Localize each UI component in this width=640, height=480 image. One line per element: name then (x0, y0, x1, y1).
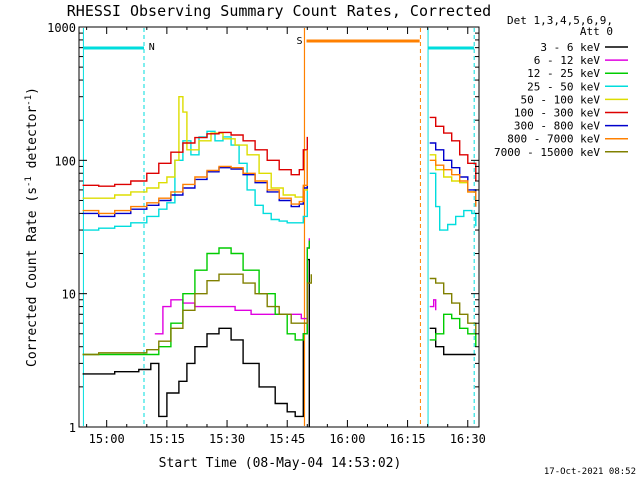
y-axis-label: Corrected Count Rate (s-1 detector-1) (24, 87, 40, 367)
series-line-1 (154, 238, 310, 335)
series-line-2 (82, 240, 310, 356)
footer-timestamp: 17-Oct-2021 08:52 (544, 467, 636, 477)
series-line-right-3 (429, 172, 477, 231)
legend-header: Det 1,3,4,5,6,9, (507, 14, 613, 27)
legend-label: 12 - 25 keV (527, 67, 600, 80)
chart-title: RHESSI Observing Summary Count Rates, Co… (67, 2, 491, 20)
legend-label: 100 - 300 keV (514, 107, 600, 120)
legend-label: 7000 - 15000 keV (494, 146, 600, 159)
series-line-7 (82, 149, 308, 215)
series-line-4 (82, 95, 308, 199)
plot-frame (78, 26, 480, 428)
series-line-right-7 (429, 159, 477, 207)
legend-label: 3 - 6 keV (540, 41, 600, 54)
x-tick-label: 15:45 (269, 432, 305, 446)
series-line-right-2 (429, 313, 477, 347)
legend-header: Att 0 (580, 25, 613, 38)
series-line-8 (82, 273, 312, 356)
y-tick-label: 1 (69, 421, 76, 435)
series-line-right-1 (429, 299, 437, 311)
series-line-right-5 (429, 116, 477, 181)
series-line-5 (82, 131, 308, 187)
y-tick-label: 100 (54, 154, 76, 168)
x-tick-label: 15:15 (149, 432, 185, 446)
x-tick-label: 15:00 (89, 432, 125, 446)
series-line-right-4 (429, 154, 477, 201)
legend-label: 6 - 12 keV (534, 54, 601, 67)
y-tick-label: 10 (62, 288, 76, 302)
x-tick-label: 16:15 (390, 432, 426, 446)
flag-label-s: S (296, 36, 302, 47)
y-tick-label: 1000 (47, 21, 76, 35)
series-line-3 (82, 130, 308, 231)
x-tick-label: 15:30 (209, 432, 245, 446)
legend-label: 50 - 100 keV (521, 93, 601, 106)
legend-label: 300 - 800 keV (514, 120, 600, 133)
legend-label: 25 - 50 keV (527, 80, 600, 93)
x-tick-label: 16:30 (450, 432, 486, 446)
x-axis-label: Start Time (08-May-04 14:53:02) (159, 456, 402, 471)
series-line-right-8 (429, 277, 477, 334)
x-tick-label: 16:00 (329, 432, 365, 446)
legend-label: 800 - 7000 keV (507, 133, 600, 146)
series-line-0 (82, 258, 310, 427)
series-line-right-0 (429, 327, 476, 356)
flag-label-n: N (149, 42, 155, 53)
